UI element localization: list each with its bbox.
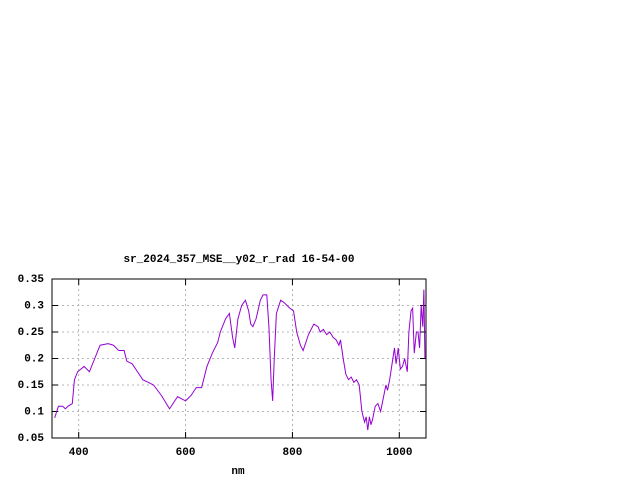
y-tick-label: 0.25 [18,327,45,339]
y-tick-label: 0.15 [18,380,45,392]
y-tick-label: 0.2 [24,353,44,365]
plot-border [51,278,427,439]
chart-title: sr_2024_357_MSE__y02_r_rad 16-54-00 [123,254,354,266]
x-tick-label: 400 [69,447,89,459]
y-tick-label: 0.35 [18,274,45,286]
x-tick-label: 600 [176,447,196,459]
x-tick-label: 1000 [386,447,412,459]
data-line [54,289,426,431]
y-tick-label: 0.3 [24,300,44,312]
y-tick-label: 0.1 [24,406,44,418]
x-tick-label: 800 [283,447,303,459]
x-axis-label: nm [231,466,245,478]
y-tick-label: 0.05 [18,433,45,445]
